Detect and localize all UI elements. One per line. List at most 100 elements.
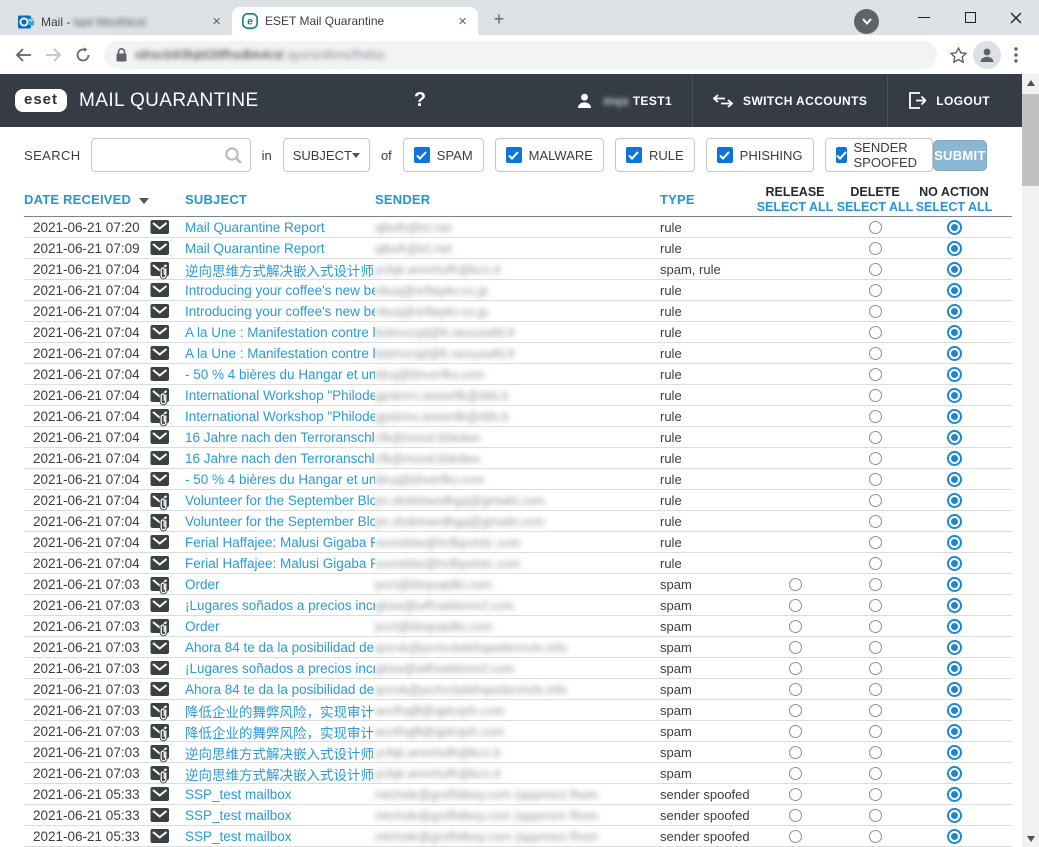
release-radio[interactable] — [788, 641, 802, 654]
close-tab-icon[interactable]: × — [212, 13, 221, 30]
new-tab-button[interactable]: + — [493, 8, 505, 29]
search-input[interactable] — [99, 140, 250, 170]
delete-radio[interactable] — [868, 599, 882, 612]
row-subject-link[interactable]: - 50 % 4 bières du Hangar et un s — [185, 472, 375, 487]
delete-radio[interactable] — [868, 536, 882, 549]
delete-radio[interactable] — [868, 431, 882, 444]
forward-button[interactable] — [38, 40, 68, 70]
no-action-radio[interactable] — [946, 787, 962, 802]
delete-radio[interactable] — [868, 263, 882, 276]
delete-radio[interactable] — [868, 494, 882, 507]
row-subject-link[interactable]: Ahora 84 te da la posibilidad de s — [185, 640, 375, 655]
tab-mail[interactable]: Mail - tqst fdsvthlcsl × — [8, 8, 232, 35]
row-subject-link[interactable]: 16 Jahre nach den Terroranschläg — [185, 451, 375, 466]
filter-phishing[interactable]: PHISHING — [705, 138, 814, 172]
no-action-radio[interactable] — [946, 451, 962, 466]
row-subject-link[interactable]: Mail Quarantine Report — [185, 220, 325, 235]
no-action-radio[interactable] — [946, 472, 962, 487]
delete-radio[interactable] — [868, 557, 882, 570]
no-action-radio[interactable] — [946, 577, 962, 592]
no-action-radio[interactable] — [946, 346, 962, 361]
row-subject-link[interactable]: A la Une : Manifestation contre la — [185, 325, 375, 340]
delete-radio[interactable] — [868, 809, 882, 822]
row-subject-link[interactable]: 逆向思维方式解决嵌入式设计师 — [185, 746, 374, 762]
delete-radio[interactable] — [868, 452, 882, 465]
delete-radio[interactable] — [868, 830, 882, 843]
minimize-button[interactable] — [901, 1, 947, 34]
delete-radio[interactable] — [868, 746, 882, 759]
row-subject-link[interactable]: 16 Jahre nach den Terroranschläg — [185, 430, 375, 445]
no-action-radio[interactable] — [946, 829, 962, 844]
release-radio[interactable] — [788, 599, 802, 612]
url-bar[interactable]: sthscb93fqld39fhsdbtvlcsl qysrsnthns/thd… — [104, 40, 937, 69]
no-action-radio[interactable] — [946, 682, 962, 697]
delete-radio[interactable] — [868, 305, 882, 318]
no-action-radio[interactable] — [946, 388, 962, 403]
no-action-radio[interactable] — [946, 556, 962, 571]
no-action-radio[interactable] — [946, 241, 962, 256]
release-radio[interactable] — [788, 767, 802, 780]
release-radio[interactable] — [788, 683, 802, 696]
row-subject-link[interactable]: 降低企业的舞弊风险，实现审计 — [185, 725, 374, 741]
row-subject-link[interactable]: Ahora 84 te da la posibilidad de s — [185, 682, 375, 697]
delete-radio[interactable] — [868, 725, 882, 738]
row-subject-link[interactable]: ¡Lugares soñados a precios increí — [185, 598, 375, 613]
row-subject-link[interactable]: Volunteer for the September Bloo — [185, 514, 375, 529]
row-subject-link[interactable]: Order — [185, 577, 220, 592]
no-action-select-all-button[interactable]: SELECT ALL — [915, 199, 993, 214]
row-subject-link[interactable]: Ferial Haffajee: Malusi Gigaba Poi — [185, 556, 375, 571]
delete-radio[interactable] — [868, 578, 882, 591]
scrollbar-thumb[interactable] — [1022, 94, 1039, 186]
row-subject-link[interactable]: SSP_test mailbox — [185, 808, 292, 823]
no-action-radio[interactable] — [946, 409, 962, 424]
no-action-radio[interactable] — [946, 745, 962, 760]
release-radio[interactable] — [788, 830, 802, 843]
submit-button[interactable]: SUBMIT — [933, 139, 987, 171]
delete-select-all-button[interactable]: SELECT ALL — [836, 199, 914, 214]
delete-radio[interactable] — [868, 683, 882, 696]
delete-radio[interactable] — [868, 788, 882, 801]
release-radio[interactable] — [788, 620, 802, 633]
release-radio[interactable] — [788, 788, 802, 801]
row-subject-link[interactable]: A la Une : Manifestation contre la — [185, 346, 375, 361]
no-action-radio[interactable] — [946, 325, 962, 340]
no-action-radio[interactable] — [946, 430, 962, 445]
field-select[interactable]: SUBJECT — [282, 138, 370, 172]
row-subject-link[interactable]: Volunteer for the September Bloo — [185, 493, 375, 508]
row-subject-link[interactable]: ¡Lugares soñados a precios increí — [185, 661, 375, 676]
row-subject-link[interactable]: International Workshop "Philode — [185, 409, 375, 424]
no-action-radio[interactable] — [946, 724, 962, 739]
row-subject-link[interactable]: SSP_test mailbox — [185, 829, 292, 844]
browser-menu-icon[interactable] — [1001, 40, 1031, 70]
no-action-radio[interactable] — [946, 367, 962, 382]
release-radio[interactable] — [788, 662, 802, 675]
row-subject-link[interactable]: 降低企业的舞弊风险，实现审计 — [185, 704, 374, 720]
no-action-radio[interactable] — [946, 262, 962, 277]
delete-radio[interactable] — [868, 662, 882, 675]
delete-radio[interactable] — [868, 620, 882, 633]
filter-malware[interactable]: MALWARE — [494, 138, 604, 172]
delete-radio[interactable] — [868, 221, 882, 234]
reload-button[interactable] — [68, 40, 98, 70]
scroll-up-icon[interactable] — [1022, 74, 1039, 91]
column-header-date-received[interactable]: DATE RECEIVED — [24, 192, 150, 207]
no-action-radio[interactable] — [946, 598, 962, 613]
delete-radio[interactable] — [868, 284, 882, 297]
row-subject-link[interactable]: Order — [185, 619, 220, 634]
column-header-type[interactable]: TYPE — [660, 192, 695, 207]
row-subject-link[interactable]: 逆向思维方式解决嵌入式设计师 — [185, 767, 374, 783]
profile-avatar[interactable] — [973, 40, 1001, 69]
row-subject-link[interactable]: Introducing your coffee's new be — [185, 304, 375, 319]
no-action-radio[interactable] — [946, 766, 962, 781]
release-radio[interactable] — [788, 809, 802, 822]
row-subject-link[interactable]: Mail Quarantine Report — [185, 241, 325, 256]
row-subject-link[interactable]: - 50 % 4 bières du Hangar et un s — [185, 367, 375, 382]
page-scrollbar[interactable] — [1022, 74, 1039, 847]
no-action-radio[interactable] — [946, 535, 962, 550]
row-subject-link[interactable]: 逆向思维方式解决嵌入式设计师 — [185, 263, 374, 279]
delete-radio[interactable] — [868, 704, 882, 717]
no-action-radio[interactable] — [946, 619, 962, 634]
maximize-button[interactable] — [947, 1, 993, 34]
no-action-radio[interactable] — [946, 283, 962, 298]
release-radio[interactable] — [788, 725, 802, 738]
